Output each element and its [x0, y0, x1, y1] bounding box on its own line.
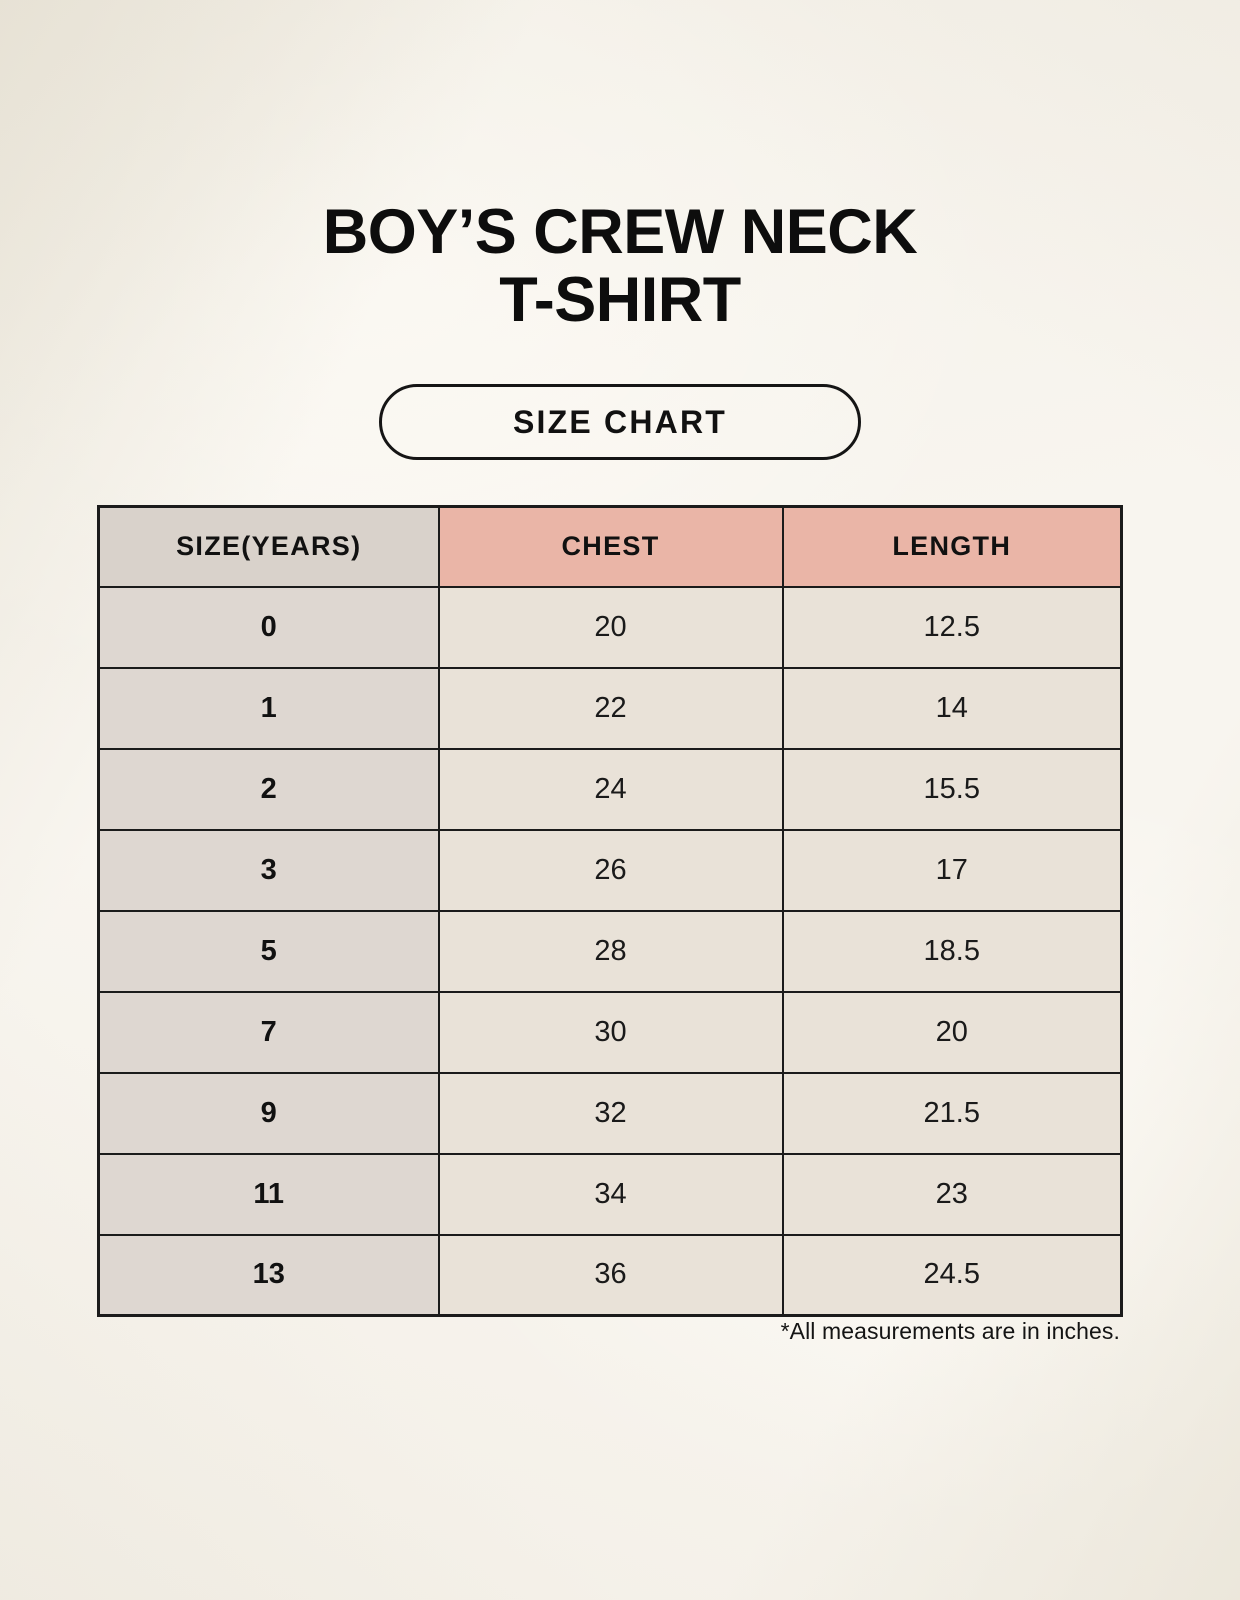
cell-length: 15.5 [781, 747, 1123, 831]
cell-length: 12.5 [781, 585, 1123, 669]
table-row: 1 22 14 [97, 666, 1123, 750]
cell-chest: 26 [437, 828, 784, 912]
column-header-size: SIZE(YEARS) [97, 505, 440, 588]
column-header-chest: CHEST [437, 505, 784, 588]
cell-length: 20 [781, 990, 1123, 1074]
table-row: 9 32 21.5 [97, 1071, 1123, 1155]
cell-length: 17 [781, 828, 1123, 912]
size-chart-table: SIZE(YEARS) CHEST LENGTH 0 20 12.5 1 22 … [97, 505, 1123, 1317]
table-header-row: SIZE(YEARS) CHEST LENGTH [97, 505, 1123, 588]
cell-size: 0 [97, 585, 440, 669]
cell-length: 24.5 [781, 1233, 1123, 1317]
cell-chest: 24 [437, 747, 784, 831]
cell-length: 14 [781, 666, 1123, 750]
cell-chest: 22 [437, 666, 784, 750]
table-body: 0 20 12.5 1 22 14 2 24 15.5 3 26 17 [97, 585, 1123, 1317]
table-row: 13 36 24.5 [97, 1233, 1123, 1317]
cell-chest: 20 [437, 585, 784, 669]
cell-size: 9 [97, 1071, 440, 1155]
cell-size: 13 [97, 1233, 440, 1317]
cell-size: 11 [97, 1152, 440, 1236]
title-line-2: T-SHIRT [499, 265, 741, 336]
cell-chest: 30 [437, 990, 784, 1074]
table-row: 2 24 15.5 [97, 747, 1123, 831]
table-row: 5 28 18.5 [97, 909, 1123, 993]
cell-size: 7 [97, 990, 440, 1074]
measurement-footnote: *All measurements are in inches. [780, 1318, 1120, 1344]
cell-length: 21.5 [781, 1071, 1123, 1155]
cell-size: 5 [97, 909, 440, 993]
cell-chest: 32 [437, 1071, 784, 1155]
cell-size: 1 [97, 666, 440, 750]
table-row: 7 30 20 [97, 990, 1123, 1074]
cell-chest: 28 [437, 909, 784, 993]
cell-length: 18.5 [781, 909, 1123, 993]
cell-chest: 36 [437, 1233, 784, 1317]
table-header: SIZE(YEARS) CHEST LENGTH [97, 505, 1123, 588]
size-table-container: SIZE(YEARS) CHEST LENGTH 0 20 12.5 1 22 … [97, 505, 1123, 1317]
title-line-1: BOY’S CREW NECK [322, 197, 918, 267]
table-row: 0 20 12.5 [97, 585, 1123, 669]
cell-size: 3 [97, 828, 440, 912]
page-title: BOY’S CREW NECK T-SHIRT [0, 200, 1240, 333]
badge-container: SIZE CHART [0, 384, 1240, 460]
cell-size: 2 [97, 747, 440, 831]
table-row: 11 34 23 [97, 1152, 1123, 1236]
cell-chest: 34 [437, 1152, 784, 1236]
cell-length: 23 [781, 1152, 1123, 1236]
column-header-length: LENGTH [781, 505, 1123, 588]
table-row: 3 26 17 [97, 828, 1123, 912]
size-chart-badge: SIZE CHART [379, 384, 861, 460]
